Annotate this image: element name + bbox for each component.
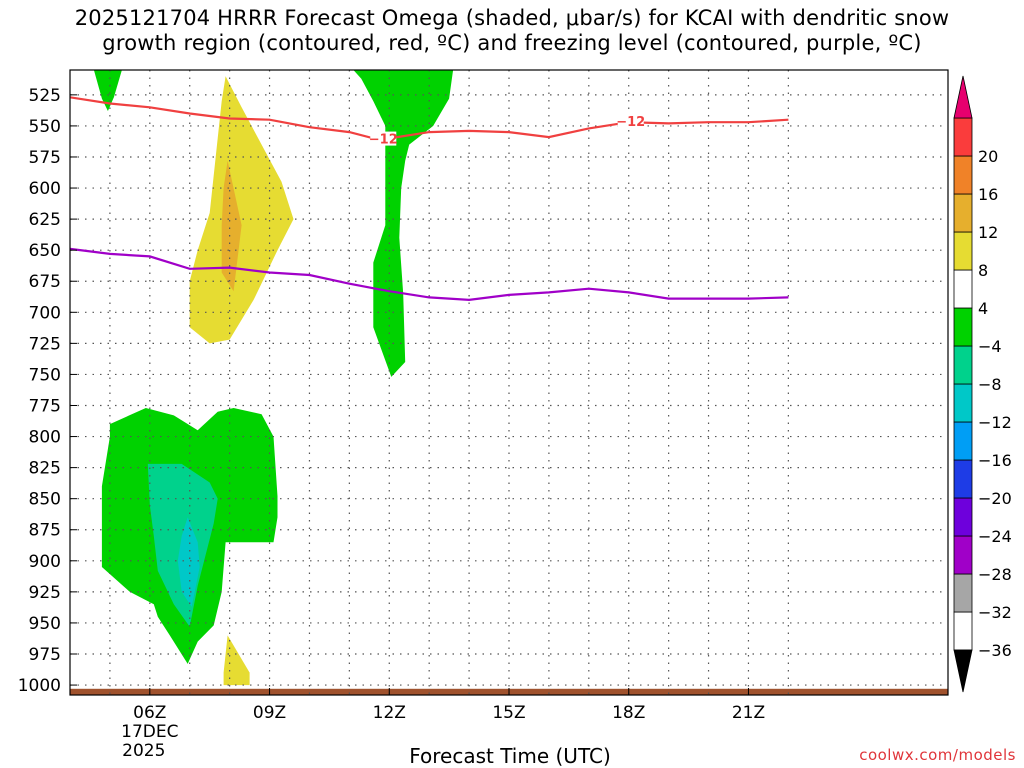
title-line-1: 2025121704 HRRR Forecast Omega (shaded, …	[74, 6, 950, 30]
x-tick-label: 21Z	[732, 703, 765, 723]
colorbar-label: 20	[978, 147, 998, 166]
colorbar-segment	[953, 383, 973, 423]
x-tick-label: 12Z	[373, 703, 406, 723]
y-tick-label: 600	[29, 179, 61, 199]
colorbar-label: 16	[978, 185, 998, 204]
colorbar-segment	[953, 611, 973, 651]
y-tick-label: 525	[29, 86, 61, 106]
colorbar-segment	[953, 345, 973, 385]
x-tick-label: 06Z	[133, 703, 166, 723]
colorbar-label: 8	[978, 261, 988, 280]
x-tick-year: 2025	[122, 741, 165, 761]
colorbar-segment	[953, 193, 973, 233]
dgz-contour-label: −12	[616, 115, 645, 130]
y-axis: 525 550 575 600 625 650 675 700 725 750 775 800 825 8…	[18, 86, 77, 696]
x-axis-title: Forecast Time (UTC)	[409, 744, 611, 768]
dgz-label-bg	[370, 131, 397, 146]
y-tick-label: 725	[29, 334, 61, 354]
colorbar-label: −4	[978, 337, 1002, 356]
colorbar-label: 4	[978, 299, 988, 318]
colorbar-label: −20	[978, 489, 1012, 508]
omega-shading	[93, 70, 454, 686]
colorbar-segment	[953, 155, 973, 195]
colorbar-label: −36	[978, 641, 1012, 660]
colorbar-segment	[953, 269, 973, 309]
site-credit: coolwx.com/models	[859, 746, 1016, 764]
colorbar: −36 −32 −28 −24 −20 −16 −12 −8 −4 4 8 12 16 20	[953, 75, 1012, 693]
colorbar-under-arrow	[953, 649, 973, 693]
colorbar-label: −16	[978, 451, 1012, 470]
title-line-2: growth region (contoured, red, ºC) and f…	[102, 31, 922, 55]
y-tick-label: 825	[29, 459, 61, 479]
dgz-line	[70, 96, 789, 140]
colorbar-label: −28	[978, 565, 1012, 584]
colorbar-segment	[953, 459, 973, 499]
x-tick-date: 17DEC	[121, 722, 178, 742]
colorbar-over-arrow	[953, 75, 973, 119]
y-tick-label: 675	[29, 272, 61, 292]
colorbar-segment	[953, 421, 973, 461]
y-tick-label: 1000	[18, 676, 61, 696]
colorbar-segment	[953, 535, 973, 575]
colorbar-segment	[953, 117, 973, 157]
colorbar-label: −24	[978, 527, 1012, 546]
y-tick-label: 875	[29, 521, 61, 541]
omega-region-5	[189, 76, 294, 344]
y-tick-label: 850	[29, 490, 61, 510]
y-tick-label: 950	[29, 614, 61, 634]
colorbar-label: −32	[978, 603, 1012, 622]
y-tick-label: 700	[29, 303, 61, 323]
colorbar-segment	[953, 497, 973, 537]
y-tick-label: 800	[29, 428, 61, 448]
colorbar-segment	[953, 573, 973, 613]
freezing-level-line	[70, 247, 789, 302]
y-tick-label: 775	[29, 396, 61, 416]
colorbar-label: −8	[978, 375, 1002, 394]
dgz-label-bg	[617, 114, 644, 129]
y-tick-label: 550	[29, 117, 61, 137]
colorbar-segment	[953, 307, 973, 347]
contour-lines: −12 −12	[70, 96, 789, 302]
y-tick-label: 975	[29, 645, 61, 665]
y-tick-label: 650	[29, 241, 61, 261]
chart-title: 2025121704 HRRR Forecast Omega (shaded, …	[0, 6, 1024, 56]
x-tick-label: 15Z	[492, 703, 525, 723]
omega-region-4	[177, 517, 200, 607]
colorbar-label: 12	[978, 223, 998, 242]
x-tick-label: 18Z	[612, 703, 645, 723]
omega-region-6	[221, 160, 242, 292]
y-tick-label: 625	[29, 210, 61, 230]
x-tick-label: 09Z	[253, 703, 286, 723]
omega-region-0	[93, 70, 122, 111]
colorbar-label: −12	[978, 413, 1012, 432]
omega-region-1	[353, 70, 454, 377]
dgz-contour-label: −12	[369, 133, 398, 148]
colorbar-segment	[953, 231, 973, 271]
y-tick-label: 925	[29, 583, 61, 603]
y-tick-label: 575	[29, 148, 61, 168]
y-tick-label: 750	[29, 365, 61, 385]
y-tick-label: 900	[29, 552, 61, 572]
